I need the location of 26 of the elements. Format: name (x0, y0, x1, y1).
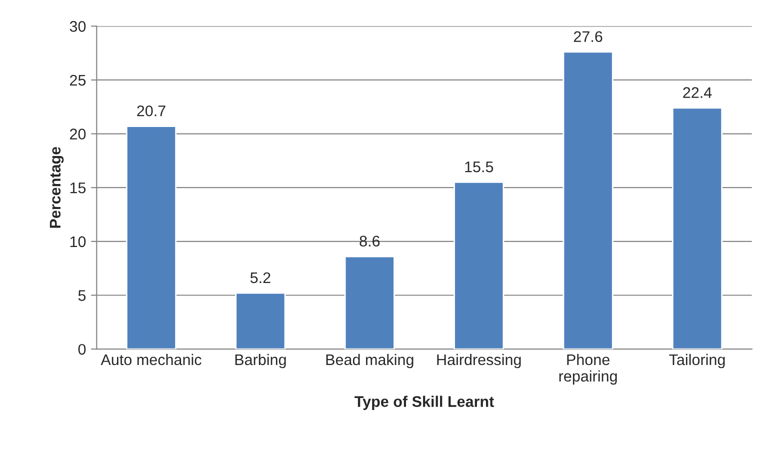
y-axis-title: Percentage (50, 146, 64, 228)
x-tick-label: Bead making (326, 354, 414, 368)
y-tick-label: 5 (78, 290, 86, 301)
y-tick-label: 20 (70, 128, 86, 140)
bar (344, 256, 395, 350)
x-tick-label: Phone repairing (559, 354, 617, 385)
data-label: 15.5 (465, 162, 494, 172)
y-tick-label: 25 (70, 74, 86, 86)
x-tick-label: Barbing (235, 354, 286, 368)
y-tick-label: 10 (70, 236, 86, 248)
y-tick-label: 0 (78, 344, 86, 355)
bar (562, 51, 614, 350)
bar (454, 182, 504, 350)
bar (672, 107, 723, 350)
data-label: 5.2 (250, 272, 270, 284)
x-tick-label: Tailoring (669, 354, 725, 368)
data-label: 20.7 (137, 105, 166, 116)
bar (235, 292, 286, 350)
data-label: 22.4 (683, 87, 712, 98)
x-tick-label: Auto mechanic (100, 354, 202, 366)
data-label: 27.6 (574, 31, 602, 42)
x-axis-title: Type of Skill Learnt (354, 396, 494, 410)
bar (126, 126, 177, 350)
y-tick-label: 30 (70, 21, 86, 32)
y-tick-label: 15 (70, 182, 86, 194)
x-tick-label: Hairdressing (437, 354, 521, 368)
